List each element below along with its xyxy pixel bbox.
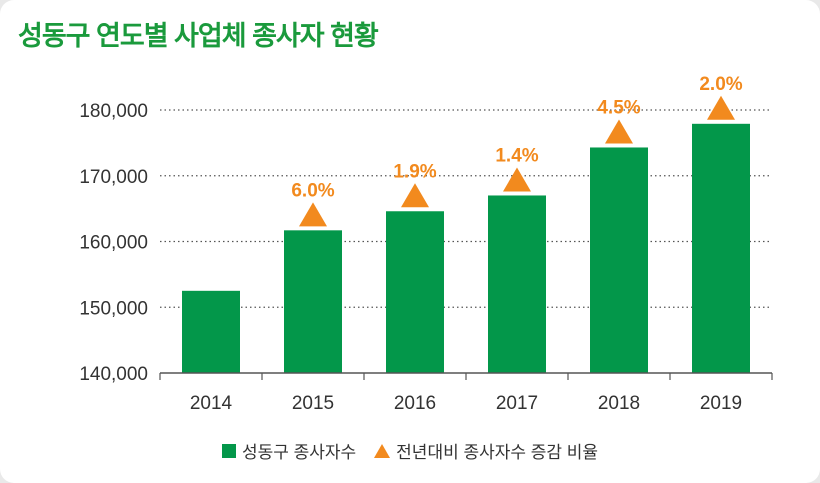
bar <box>590 147 648 373</box>
y-tick-label: 180,000 <box>79 101 148 122</box>
x-tick-label: 2017 <box>496 393 538 414</box>
bar <box>284 230 342 373</box>
x-tick-label: 2014 <box>190 393 233 414</box>
growth-marker <box>605 119 633 144</box>
bar <box>386 211 444 373</box>
growth-marker <box>503 167 531 192</box>
x-tick-label: 2019 <box>700 393 742 414</box>
bar <box>692 123 750 374</box>
legend-label: 전년대비 종사자수 증감 비율 <box>396 443 599 462</box>
growth-label: 2.0% <box>699 74 742 95</box>
bar <box>488 195 546 373</box>
legend-swatch-bar <box>221 443 236 458</box>
x-tick-label: 2015 <box>292 393 334 414</box>
growth-label: 1.9% <box>393 161 436 182</box>
x-tick-label: 2016 <box>394 393 436 414</box>
growth-marker <box>299 202 327 227</box>
growth-label: 6.0% <box>291 180 334 201</box>
growth-marker <box>707 95 735 120</box>
y-tick-label: 150,000 <box>79 298 148 319</box>
legend: 성동구 종사자수 전년대비 종사자수 증감 비율 <box>0 438 820 463</box>
legend-item-growth-rate: 전년대비 종사자수 증감 비율 <box>374 438 598 463</box>
triangle-icon <box>374 443 391 458</box>
chart-title: 성동구 연도별 사업체 종사자 현황 <box>18 21 379 51</box>
y-tick-label: 140,000 <box>79 364 148 385</box>
legend-label: 성동구 종사자수 <box>241 443 357 462</box>
y-tick-label: 170,000 <box>79 167 148 188</box>
growth-label: 1.4% <box>495 145 538 166</box>
growth-label: 4.5% <box>597 97 640 118</box>
y-tick-label: 160,000 <box>79 233 148 254</box>
legend-item-employees: 성동구 종사자수 <box>221 438 357 463</box>
x-tick-label: 2018 <box>598 393 640 414</box>
growth-marker <box>401 183 429 208</box>
bar <box>182 290 240 373</box>
